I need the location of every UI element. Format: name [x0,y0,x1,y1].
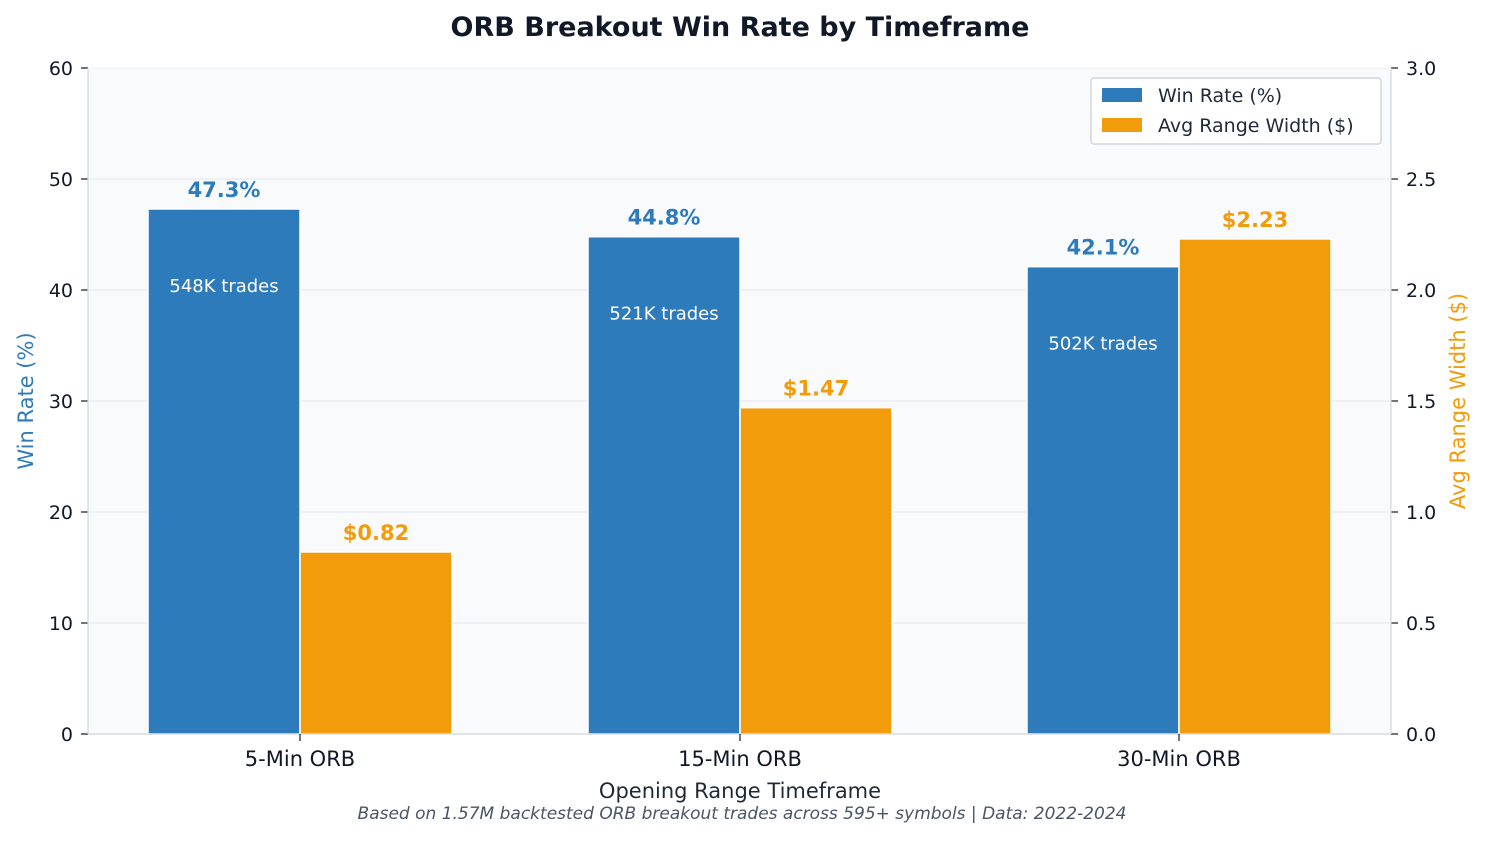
bar-labels: 47.3% 548K trades $0.82 44.8% 521K trades $1.… [169,178,1288,545]
y2-tick-label: 0.5 [1406,613,1436,635]
bars [147,208,1332,735]
y-tick-label: 20 [49,502,73,524]
y2-tick-label: 0.0 [1406,724,1436,746]
legend-label-avg-range-width: Avg Range Width ($) [1158,115,1354,137]
y-tick-label: 10 [49,613,73,635]
trade-count-label: 548K trades [169,276,278,297]
bar-win-rate [147,208,301,735]
bar-avg-range-width [739,406,893,735]
x-tick-label: 15-Min ORB [678,747,802,771]
y-axis-label: Win Rate (%) [14,332,38,469]
data-label-avg-range-width: $1.47 [783,377,849,401]
y-tick-label: 40 [49,280,73,302]
y2-tick-label: 1.5 [1406,391,1436,413]
x-tick-label: 5-Min ORB [245,747,355,771]
data-label-win-rate: 47.3% [188,178,261,202]
legend-label-win-rate: Win Rate (%) [1158,85,1282,107]
data-label-win-rate: 42.1% [1067,236,1140,260]
trade-count-label: 502K trades [1048,334,1157,355]
legend: Win Rate (%) Avg Range Width ($) [1090,77,1382,145]
data-label-win-rate: 44.8% [628,206,701,230]
chart-title: ORB Breakout Win Rate by Timeframe [451,12,1030,43]
legend-swatch-avg-range-width [1102,118,1142,132]
data-label-avg-range-width: $2.23 [1222,208,1288,232]
bar-avg-range-width [1178,238,1332,735]
y-tick-label: 60 [49,58,73,80]
legend-box [1090,77,1382,145]
trade-count-label: 521K trades [609,304,718,325]
axes: 0 10 20 30 40 50 60 0.0 0.5 1.0 1.5 2.0 2.5 3.0 5-Min … [49,58,1436,771]
y-tick-label: 50 [49,169,73,191]
x-tick-label: 30-Min ORB [1117,747,1241,771]
bar-avg-range-width [299,551,453,735]
footnote: Based on 1.57M backtested ORB breakout t… [358,804,1127,824]
y2-tick-label: 1.0 [1406,502,1436,524]
legend-swatch-win-rate [1102,88,1142,102]
y2-tick-label: 3.0 [1406,58,1436,80]
y2-tick-label: 2.5 [1406,169,1436,191]
data-label-avg-range-width: $0.82 [343,521,409,545]
y2-axis-label: Avg Range Width ($) [1446,293,1470,509]
y2-tick-label: 2.0 [1406,280,1436,302]
x-axis-label: Opening Range Timeframe [599,779,881,803]
bar-win-rate [587,235,741,735]
y-tick-label: 30 [49,391,73,413]
y-tick-label: 0 [61,724,73,746]
